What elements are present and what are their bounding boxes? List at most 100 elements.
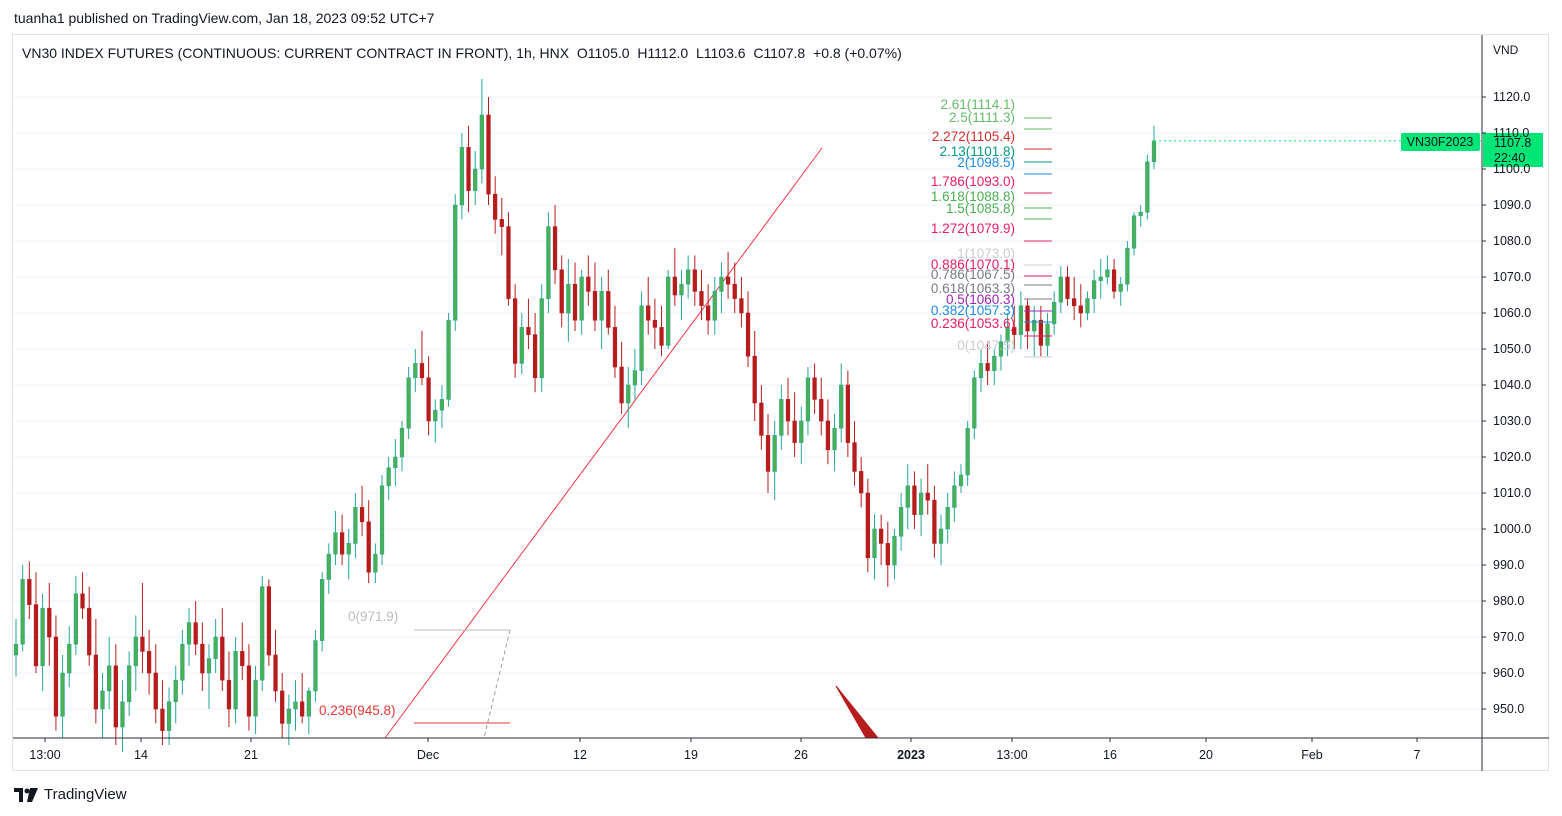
- candle-body: [353, 507, 358, 544]
- candle: [1072, 277, 1077, 321]
- time-axis: 13:00 14 21 Dec 12 19 26 2023 13:00 16 20 Feb 7: [13, 737, 1549, 762]
- candle: [599, 277, 604, 349]
- candle: [399, 421, 405, 472]
- candle-body: [193, 622, 198, 645]
- candle: [1151, 125, 1157, 169]
- candle-body: [220, 636, 225, 681]
- candle: [206, 644, 212, 709]
- candle-body: [898, 507, 904, 537]
- candle-body: [526, 327, 531, 335]
- candle-body: [1032, 319, 1037, 332]
- candle: [353, 493, 358, 558]
- candle-body: [512, 298, 518, 364]
- candle-body: [918, 492, 924, 515]
- candle-body: [832, 427, 837, 451]
- candle-body: [80, 593, 85, 609]
- candle-body: [845, 384, 851, 443]
- candle: [666, 269, 671, 349]
- candle-body: [805, 377, 811, 422]
- candle-body: [945, 507, 950, 530]
- candle: [732, 262, 737, 313]
- candle: [246, 644, 252, 731]
- candle: [1025, 298, 1030, 349]
- price-tick-label: 960.0: [1493, 666, 1524, 680]
- candle: [27, 561, 32, 619]
- candle-body: [153, 672, 158, 710]
- candle-body: [1131, 215, 1137, 249]
- candle: [619, 341, 624, 414]
- candle-body: [107, 665, 112, 692]
- candle-body: [486, 114, 491, 195]
- candle: [20, 565, 25, 652]
- symbol-legend[interactable]: VN30 INDEX FUTURES (CONTINUOUS: CURRENT …: [22, 45, 902, 61]
- candle: [433, 399, 438, 443]
- candle-body: [732, 283, 737, 299]
- candle: [1065, 266, 1070, 306]
- candle-body: [433, 409, 438, 422]
- candle: [53, 615, 59, 731]
- candle-body: [752, 355, 757, 404]
- price-tag-value: 1107.8: [1494, 136, 1531, 150]
- candle: [985, 341, 990, 385]
- candle: [532, 313, 538, 393]
- candle-body: [666, 276, 671, 346]
- candle: [186, 608, 192, 666]
- candle-body: [1145, 161, 1150, 213]
- candle-body: [1091, 280, 1097, 299]
- candle-body: [1072, 298, 1077, 307]
- candle: [938, 514, 944, 565]
- candle-body: [166, 701, 172, 731]
- candle-body: [240, 651, 245, 667]
- candle: [819, 377, 824, 436]
- candle-body: [300, 701, 305, 717]
- candle: [592, 262, 598, 331]
- symbol-tag-label: VN30F2023: [1407, 135, 1474, 149]
- time-tick-label: 20: [1199, 748, 1213, 762]
- candle-body: [819, 399, 824, 422]
- candle: [745, 291, 751, 367]
- symbol-title: VN30 INDEX FUTURES (CONTINUOUS: CURRENT …: [22, 45, 570, 61]
- candle: [286, 694, 291, 745]
- candle: [333, 511, 338, 565]
- price-tag-bg: [1483, 133, 1543, 167]
- arrow-drawing: [835, 685, 880, 739]
- candle-body: [1078, 305, 1083, 314]
- candle: [67, 626, 72, 688]
- candle: [60, 655, 65, 738]
- tradingview-logo[interactable]: TradingView: [14, 786, 127, 803]
- candle-body: [406, 377, 411, 429]
- candle-body: [892, 535, 897, 566]
- candle-body: [592, 291, 598, 321]
- candle: [752, 331, 757, 421]
- candle-body: [799, 420, 804, 443]
- time-tick-label: 2023: [897, 748, 925, 762]
- price-tick-label: 1020.0: [1493, 450, 1531, 464]
- candle: [1045, 313, 1050, 357]
- candle-body: [739, 298, 744, 314]
- candle-body: [146, 651, 152, 674]
- candle: [918, 478, 924, 537]
- candle: [459, 133, 465, 220]
- time-tick-label: 26: [794, 748, 808, 762]
- candle: [805, 367, 811, 436]
- candle: [133, 615, 138, 691]
- candle-body: [266, 586, 272, 656]
- candle-body: [792, 420, 797, 443]
- candle: [832, 413, 837, 472]
- grid-lines: [13, 96, 1482, 710]
- candle: [1058, 266, 1063, 313]
- fib-level-label: 0.236(1053.6): [931, 316, 1015, 331]
- candle: [13, 619, 19, 677]
- ohlc-high: H1112.0: [637, 45, 689, 61]
- candle-body: [705, 305, 711, 321]
- currency-unit: VND: [1493, 43, 1519, 57]
- candle-body: [186, 622, 192, 645]
- candle-body: [127, 665, 132, 703]
- candle: [253, 665, 258, 735]
- candle-body: [985, 363, 990, 371]
- candle-body: [1138, 211, 1143, 217]
- candle: [313, 629, 318, 702]
- candle-body: [93, 654, 98, 710]
- candle-body: [113, 665, 118, 728]
